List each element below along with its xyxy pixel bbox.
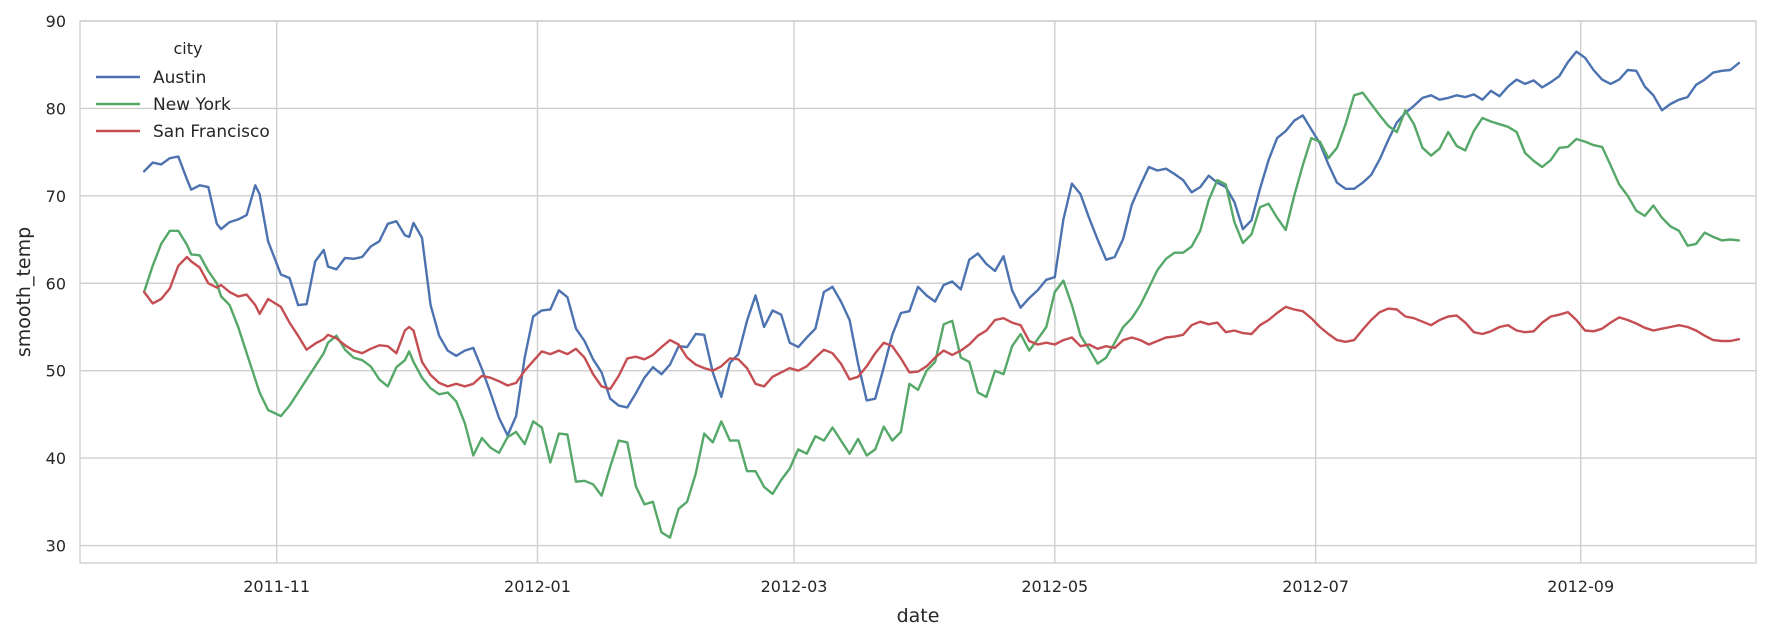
x-tick-label: 2012-05: [1021, 577, 1088, 596]
x-tick-label: 2012-09: [1547, 577, 1614, 596]
series: [142, 50, 1741, 539]
legend-item-austin[interactable]: Austin: [96, 68, 206, 88]
legend-label: San Francisco: [153, 122, 270, 142]
y-tick-label: 70: [46, 187, 66, 206]
series-line-new-york: [142, 91, 1741, 539]
y-tick-label: 80: [46, 99, 66, 118]
x-tick-label: 2011-11: [243, 577, 310, 596]
legend[interactable]: city Austin New York San Francisco: [96, 39, 270, 142]
y-axis-label: smooth_temp: [13, 227, 35, 357]
y-tick-label: 60: [46, 274, 66, 293]
plot-area: [79, 20, 1757, 564]
legend-title: city: [174, 39, 203, 58]
y-tick-label: 30: [46, 537, 66, 556]
x-axis-label: date: [897, 605, 940, 627]
grid: [80, 20, 1756, 563]
x-tick-label: 2012-07: [1282, 577, 1349, 596]
legend-item-san-francisco[interactable]: San Francisco: [96, 122, 270, 142]
legend-label: New York: [153, 95, 231, 115]
x-tick-label: 2012-03: [761, 577, 828, 596]
x-axis: 2011-11 2012-01 2012-03 2012-05 2012-07 2012-…: [243, 577, 1614, 596]
series-line-austin: [142, 50, 1741, 437]
legend-label: Austin: [153, 68, 206, 88]
series-line-san-francisco: [142, 255, 1741, 391]
y-axis: 30 40 50 60 70 80 90: [46, 12, 66, 556]
x-tick-label: 2012-01: [504, 577, 571, 596]
legend-item-new-york[interactable]: New York: [96, 95, 231, 115]
y-tick-label: 40: [46, 449, 66, 468]
y-tick-label: 90: [46, 12, 66, 31]
y-tick-label: 50: [46, 362, 66, 381]
